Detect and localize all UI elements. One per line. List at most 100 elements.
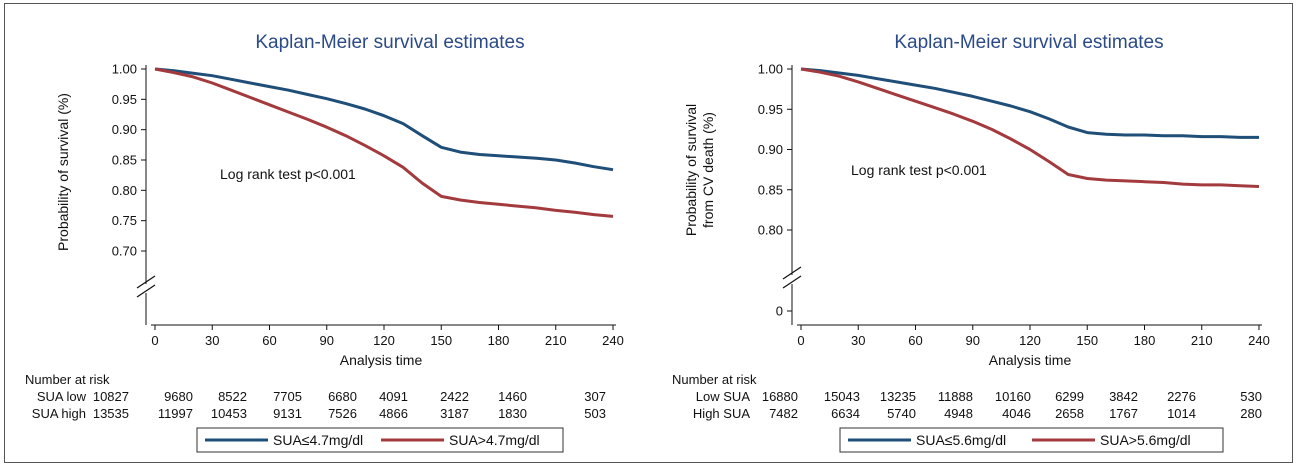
risk-value: 2422 (440, 389, 469, 404)
risk-value: 11997 (158, 406, 193, 421)
right-legend: SUA≤5.6mg/dl SUA>5.6mg/dl (839, 427, 1224, 453)
risk-value: 530 (1240, 389, 1262, 404)
left-chart-title: Kaplan-Meier survival estimates (255, 32, 524, 53)
y-axis-break-mark (782, 275, 802, 289)
risk-value: 6299 (1055, 389, 1084, 404)
risk-value: 307 (584, 389, 606, 404)
left-legend-label-high: SUA>4.7mg/dl (449, 432, 540, 448)
x-tick-label: 30 (851, 333, 865, 348)
risk-value: 10453 (211, 406, 247, 421)
y-axis-break-mark (136, 284, 156, 298)
x-tick-label: 240 (602, 333, 624, 348)
x-tick-label: 150 (1076, 333, 1098, 348)
y-tick-label: 0.75 (112, 213, 137, 228)
x-tick-label: 240 (1248, 333, 1270, 348)
risk-value: 9131 (273, 406, 302, 421)
y-tick-label: 0.90 (112, 122, 137, 137)
right-risk-values: 16880 15043 13235 11888 10160 6299 3842 2276 530… (762, 389, 1262, 421)
km-curve-low (154, 67, 614, 172)
risk-value: 5740 (887, 406, 916, 421)
right-x-axis-label: Analysis time (989, 352, 1072, 368)
km-curve-low (800, 67, 1259, 139)
y-tick-label: 0.85 (112, 153, 137, 168)
risk-value: 280 (1240, 406, 1262, 421)
left-legend-label-low: SUA≤4.7mg/dl (273, 432, 363, 448)
risk-value: 2658 (1055, 406, 1084, 421)
left-logrank-annotation: Log rank test p<0.001 (220, 166, 356, 182)
x-tick-label: 60 (908, 333, 922, 348)
x-tick-label: 150 (430, 333, 452, 348)
left-x-axis-label: Analysis time (340, 352, 423, 368)
risk-value: 6680 (328, 389, 357, 404)
left-risk-values: 10827 9680 8522 7705 6680 4091 2422 1460 307 1353… (93, 389, 606, 421)
risk-value: 4091 (379, 389, 408, 404)
risk-value: 7482 (769, 406, 798, 421)
right-legend-label-low: SUA≤5.6mg/dl (916, 432, 1006, 448)
figure-frame (4, 3, 1293, 463)
x-tick-label: 0 (151, 333, 158, 348)
y-axis-break-mark (782, 266, 802, 280)
risk-value: 8522 (218, 389, 247, 404)
x-tick-label: 30 (205, 333, 219, 348)
risk-value: 503 (584, 406, 606, 421)
right-logrank-annotation: Log rank test p<0.001 (851, 162, 987, 178)
risk-value: 9680 (164, 389, 193, 404)
km-curve-high (800, 67, 1260, 188)
left-risk-row-label-high: SUA high (32, 406, 86, 421)
risk-value: 15043 (824, 389, 860, 404)
x-tick-label: 210 (1191, 333, 1213, 348)
risk-value: 10827 (93, 389, 129, 404)
right-risk-row-label-high: High SUA (693, 406, 750, 421)
y-tick-label: 0.70 (112, 244, 137, 259)
right-legend-label-high: SUA>5.6mg/dl (1100, 432, 1191, 448)
y-tick-label: 0.95 (758, 102, 783, 117)
risk-value: 4948 (944, 406, 973, 421)
y-tick-label: 0.80 (758, 223, 783, 238)
risk-value: 1460 (498, 389, 527, 404)
x-tick-label: 90 (966, 333, 980, 348)
risk-value: 3187 (440, 406, 469, 421)
risk-value: 3842 (1109, 389, 1138, 404)
x-tick-label: 60 (262, 333, 276, 348)
x-tick-label: 120 (373, 333, 395, 348)
right-risk-header: Number at risk (672, 372, 757, 387)
risk-value: 16880 (762, 389, 798, 404)
y-tick-label: 0.85 (758, 182, 783, 197)
km-curve-high (154, 67, 614, 218)
right-plot-area: 1.00 0.95 0.90 0.85 0.80 00 30 60 90 120 150 180 210… (758, 62, 1270, 349)
x-tick-label: 0 (797, 333, 804, 348)
right-risk-row-label-low: Low SUA (696, 389, 751, 404)
y-tick-label: 0 (776, 304, 783, 319)
risk-value: 1014 (1167, 406, 1196, 421)
risk-value: 7705 (273, 389, 302, 404)
risk-value: 4046 (1002, 406, 1031, 421)
right-y-axis-label-line2: from CV death (%) (700, 112, 716, 228)
risk-value: 1830 (498, 406, 527, 421)
x-tick-label: 90 (320, 333, 334, 348)
risk-value: 7526 (328, 406, 357, 421)
y-tick-label: 1.00 (758, 62, 783, 77)
right-chart-title: Kaplan-Meier survival estimates (894, 32, 1163, 53)
y-tick-label: 1.00 (112, 62, 137, 77)
right-panel: Kaplan-Meier survival estimates 1.00 0.95… (672, 32, 1270, 453)
risk-value: 13235 (880, 389, 916, 404)
risk-value: 2276 (1167, 389, 1196, 404)
risk-value: 10160 (995, 389, 1031, 404)
x-tick-label: 120 (1019, 333, 1041, 348)
left-risk-header: Number at risk (25, 372, 110, 387)
risk-value: 13535 (93, 406, 129, 421)
risk-value: 6634 (831, 406, 860, 421)
y-axis-break-mark (136, 275, 156, 289)
left-legend: SUA≤4.7mg/dl SUA>4.7mg/dl (196, 427, 564, 453)
risk-value: 11888 (938, 389, 973, 404)
risk-value: 1767 (1109, 406, 1138, 421)
x-tick-label: 210 (545, 333, 567, 348)
y-tick-label: 0.95 (112, 92, 137, 107)
left-plot-area: 1.00 0.95 0.90 0.85 0.80 0.75 0.70 0 30 60 90 120 15… (112, 62, 624, 349)
left-y-axis-label: Probability of survival (%) (55, 93, 71, 251)
left-risk-row-label-low: SUA low (37, 389, 87, 404)
x-tick-label: 180 (1134, 333, 1156, 348)
risk-value: 4866 (379, 406, 408, 421)
right-y-axis-label-line1: Probability of survival (683, 104, 699, 236)
